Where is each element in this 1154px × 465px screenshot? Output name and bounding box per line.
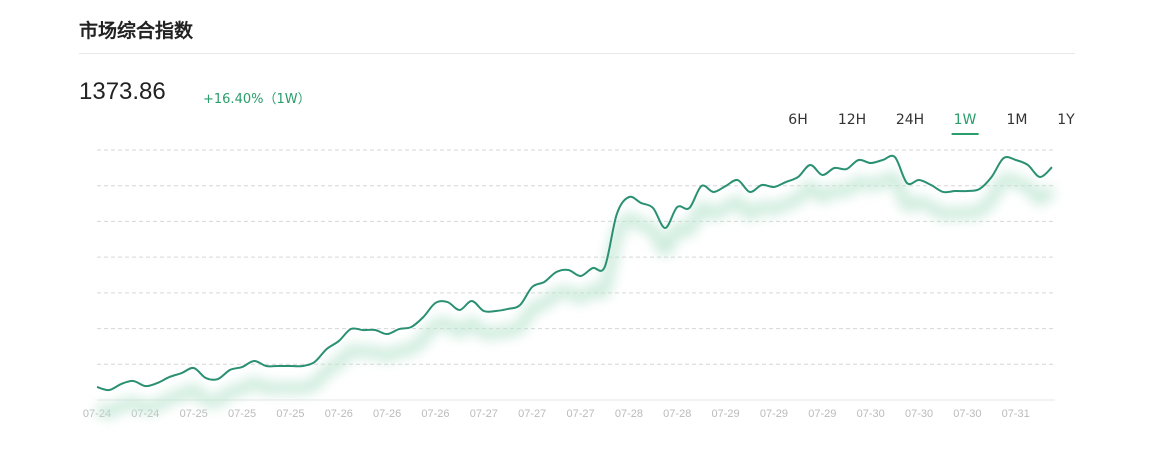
price: 1373.86 bbox=[79, 78, 166, 105]
x-tick-label: 07-31 bbox=[1002, 408, 1030, 420]
x-tick-label: 07-26 bbox=[421, 408, 449, 420]
range-button[interactable]: 24H bbox=[895, 112, 925, 128]
x-tick-label: 07-26 bbox=[373, 408, 401, 420]
x-tick-label: 07-29 bbox=[808, 408, 836, 420]
line bbox=[96, 154, 1053, 392]
x-tick-label: 07-25 bbox=[228, 408, 256, 420]
x-tick-label: 07-28 bbox=[615, 408, 643, 420]
x-tick-label: 07-30 bbox=[905, 408, 933, 420]
x-tick-label: 07-30 bbox=[953, 408, 981, 420]
x-tick-label: 07-29 bbox=[760, 408, 788, 420]
line-glow bbox=[95, 171, 1057, 419]
x-tick-label: 07-30 bbox=[857, 408, 885, 420]
range-button[interactable]: 1Y bbox=[1057, 112, 1075, 128]
range-button[interactable]: 12H bbox=[837, 112, 867, 128]
x-tick-label: 07-26 bbox=[325, 408, 353, 420]
x-tick-label: 07-25 bbox=[180, 408, 208, 420]
x-tick-label: 07-27 bbox=[566, 408, 594, 420]
range-button[interactable]: 1M bbox=[1006, 112, 1028, 128]
x-tick-label: 07-29 bbox=[712, 408, 740, 420]
x-tick-label: 07-25 bbox=[276, 408, 304, 420]
range-button[interactable]: 6H bbox=[788, 112, 808, 128]
title: 市场综合指数 bbox=[79, 20, 194, 42]
range-button[interactable]: 1W bbox=[951, 112, 979, 135]
change: +16.40%（1W） bbox=[203, 92, 311, 107]
x-tick-label: 07-27 bbox=[470, 408, 498, 420]
x-tick-label: 07-27 bbox=[518, 408, 546, 420]
divider bbox=[79, 53, 1075, 54]
x-tick-label: 07-28 bbox=[663, 408, 691, 420]
